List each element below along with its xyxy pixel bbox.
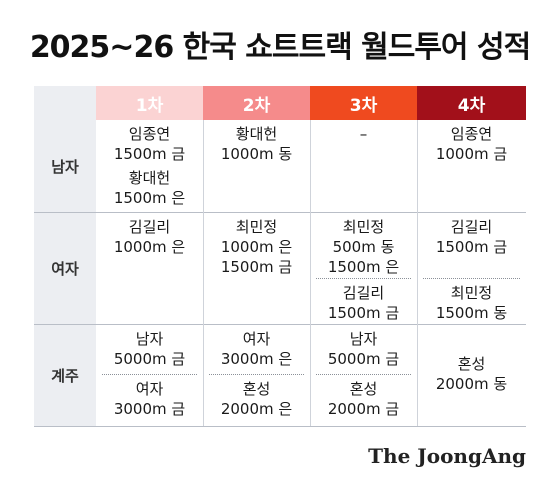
result-entry: 최민정 1000m 은 1500m 금 (220, 218, 293, 276)
entry-divider (423, 278, 520, 279)
result-entry: 혼성 2000m 동 (435, 355, 508, 393)
column-divider (310, 120, 311, 426)
row-divider (34, 324, 526, 325)
header-round-1: 1차 (96, 86, 203, 120)
result-entry: 최민정 1500m 동 (435, 284, 508, 322)
row-label-relay: 계주 (34, 324, 96, 426)
result-entry: 임종연 1500m 금 (113, 125, 186, 163)
results-table: 1차 2차 3차 4차 남자 여자 계주 임종연 1500m 금 황대헌 1500m… (34, 86, 526, 427)
result-entry: 최민정 500m 동 1500m 은 (327, 218, 400, 276)
result-entry: 김길리 1500m 금 (327, 284, 400, 322)
publisher-logo[interactable]: The JoongAng (368, 444, 526, 468)
result-entry: 혼성 2000m 금 (327, 380, 400, 418)
result-entry: 김길리 1500m 금 (435, 218, 508, 256)
result-entry: 임종연 1000m 금 (435, 125, 508, 163)
entry-divider (316, 278, 411, 279)
result-entry: 황대헌 1500m 은 (113, 169, 186, 207)
header-round-2: 2차 (203, 86, 310, 120)
row-divider (34, 212, 526, 213)
result-entry: 남자 5000m 금 (327, 330, 400, 368)
table-corner (34, 86, 96, 120)
entry-divider (102, 374, 197, 375)
entry-divider (209, 374, 304, 375)
result-entry: 남자 5000m 금 (113, 330, 186, 368)
header-round-3: 3차 (310, 86, 417, 120)
entry-divider (316, 374, 411, 375)
result-entry: 여자 3000m 은 (220, 330, 293, 368)
header-round-4: 4차 (417, 86, 526, 120)
result-entry: 여자 3000m 금 (113, 380, 186, 418)
result-entry: 김길리 1000m 은 (113, 218, 186, 256)
row-label-men: 남자 (34, 120, 96, 212)
column-divider (417, 120, 418, 426)
result-entry-none: – (359, 125, 368, 143)
table-bottom-line (34, 426, 526, 427)
result-entry: 황대헌 1000m 동 (220, 125, 293, 163)
row-label-women: 여자 (34, 212, 96, 324)
page-title: 2025~26 한국 쇼트트랙 월드투어 성적 (29, 30, 531, 65)
column-divider (203, 120, 204, 426)
result-entry: 혼성 2000m 은 (220, 380, 293, 418)
